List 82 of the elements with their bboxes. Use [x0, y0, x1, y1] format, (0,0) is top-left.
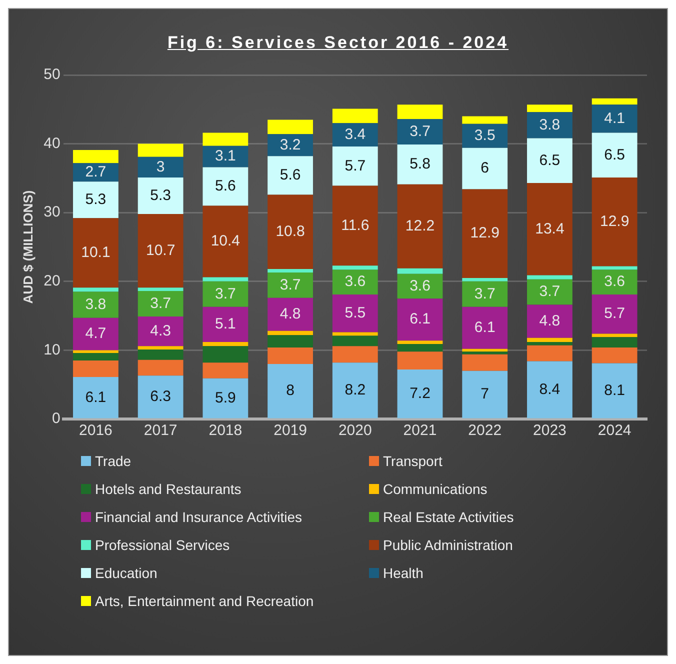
y-tick-label: 40: [44, 134, 60, 152]
data-label: 12.9: [470, 224, 500, 242]
data-label: 5.9: [215, 389, 236, 406]
x-tick-label: 2020: [338, 422, 372, 440]
data-label: 6.5: [604, 146, 625, 164]
data-label: 3.6: [344, 273, 366, 290]
data-label: 10.8: [276, 223, 305, 240]
data-label: 3.7: [410, 122, 430, 140]
y-tick-label: 20: [44, 272, 60, 290]
data-label: 3.7: [280, 276, 301, 294]
data-label: 4.3: [150, 322, 171, 340]
y-axis-title: AUD $ (MILLIONS): [20, 190, 36, 304]
legend-label: Health: [383, 565, 424, 581]
data-label: 4.8: [280, 306, 301, 323]
data-label: 11.6: [341, 216, 370, 234]
y-tick-label: 30: [44, 204, 60, 221]
y-tick-label: 50: [44, 66, 60, 84]
data-label: 10.7: [146, 242, 176, 259]
data-label: 8.1: [604, 382, 625, 399]
data-label: 3.5: [474, 127, 496, 144]
legend-label: Real Estate Activities: [383, 509, 514, 525]
data-label: 3.7: [150, 294, 171, 312]
y-tick-label: 10: [44, 341, 60, 358]
data-label: 12.2: [405, 218, 435, 234]
data-label: 6.1: [474, 318, 496, 336]
data-label: 5.6: [280, 166, 301, 184]
legend-label: Communications: [383, 481, 488, 497]
data-label: 6.3: [150, 388, 171, 406]
data-label: 8.4: [539, 380, 560, 398]
data-label: 3.6: [410, 277, 430, 294]
x-tick-label: 2017: [144, 422, 178, 440]
data-label: 3.4: [344, 126, 366, 143]
data-label: 8: [286, 382, 294, 400]
data-label: 7.2: [410, 385, 430, 402]
legend-label: Hotels and Restaurants: [95, 481, 242, 497]
data-label: 3.1: [215, 148, 236, 165]
legend-label: Financial and Insurance Activities: [95, 509, 302, 525]
data-label: 3.6: [604, 273, 625, 290]
data-label: 5.1: [215, 316, 236, 333]
data-label: 5.8: [410, 156, 430, 173]
data-label: 8.2: [344, 382, 366, 399]
x-tick-label: 2016: [79, 422, 112, 440]
legend-label: Arts, Entertainment and Recreation: [95, 593, 314, 609]
x-tick-label: 2019: [274, 422, 307, 440]
data-label: 2.7: [85, 163, 106, 180]
data-label: 5.5: [344, 304, 366, 322]
x-tick-label: 2018: [208, 422, 242, 440]
data-label: 6.1: [410, 310, 430, 328]
data-label: 4.8: [539, 312, 560, 330]
legend-label: Education: [95, 565, 158, 581]
chart-title: Fig 6: Services Sector 2016 - 2024: [166, 33, 510, 53]
data-label: 5.6: [215, 178, 236, 195]
legend-label: Transport: [383, 453, 442, 469]
data-label: 3.7: [474, 285, 496, 302]
data-label: 3.7: [215, 285, 236, 302]
x-tick-label: 2021: [403, 422, 437, 440]
legend-label: Trade: [95, 453, 132, 469]
x-tick-label: 2022: [468, 422, 502, 440]
data-label: 5.3: [85, 191, 106, 208]
data-label: 10.4: [210, 232, 240, 250]
data-label: 4.7: [85, 325, 106, 342]
data-label: 3.8: [85, 296, 106, 313]
data-label: 12.9: [600, 213, 630, 230]
data-label: 3: [156, 158, 165, 176]
data-label: 6.1: [85, 388, 106, 406]
legend-label: Public Administration: [383, 537, 513, 553]
data-label: 3.8: [539, 116, 560, 134]
data-label: 6: [480, 160, 490, 177]
data-label: 10.1: [81, 244, 110, 261]
data-label: 5.3: [150, 186, 171, 204]
data-label: 13.4: [535, 220, 564, 238]
data-label: 3.2: [280, 136, 301, 154]
data-label: 7: [480, 386, 490, 403]
data-label: 6.5: [539, 152, 560, 169]
legend-label: Professional Services: [95, 537, 230, 553]
data-label: 4.1: [604, 110, 625, 127]
x-tick-label: 2024: [598, 422, 632, 440]
y-tick-label: 0: [52, 410, 60, 428]
data-label: 5.7: [344, 157, 366, 174]
x-tick-label: 2023: [533, 422, 566, 440]
data-label: 5.7: [604, 305, 625, 322]
data-label: 3.7: [539, 283, 560, 300]
